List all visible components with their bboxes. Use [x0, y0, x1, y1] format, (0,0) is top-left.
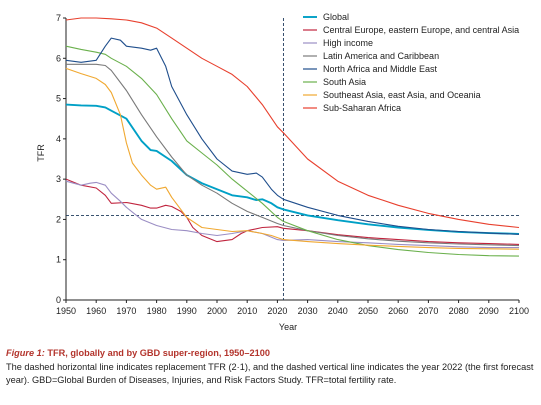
x-tick-label: 2070 [418, 306, 438, 316]
series-line-latin-america-and-caribbean [66, 63, 520, 247]
caption-title-text: TFR, globally and by GBD super-region, 1… [44, 348, 270, 358]
series-line-south-asia [65, 45, 520, 257]
legend-entry: Southeast Asia, east Asia, and Oceania [323, 90, 481, 100]
legend-entry: Central Europe, eastern Europe, and cent… [323, 25, 519, 35]
x-axis-label: Year [279, 322, 297, 332]
x-tick-label: 1960 [86, 306, 106, 316]
y-tick-label: 4 [56, 134, 61, 144]
y-tick-label: 6 [56, 53, 61, 63]
y-tick-label: 3 [56, 174, 61, 184]
y-tick-label: 5 [56, 94, 61, 104]
x-tick-label: 2080 [449, 306, 469, 316]
x-tick-label: 1990 [177, 306, 197, 316]
x-tick-label: 1950 [56, 306, 76, 316]
x-tick-label: 2100 [509, 306, 529, 316]
reference-lines [66, 18, 519, 300]
legend-entry: Global [323, 12, 349, 22]
caption-title: Figure 1: TFR, globally and by GBD super… [6, 348, 270, 358]
series-lines [65, 17, 520, 257]
x-axis: 1950 1960 1970 1980 1990 2000 2010 2020 2030 2040… [56, 300, 529, 316]
tfr-line-chart: 1950 1960 1970 1980 1990 2000 2010 2020 2030 2040… [36, 12, 529, 332]
series-line-high-income [65, 180, 519, 249]
x-tick-label: 2040 [328, 306, 348, 316]
series-line-global [65, 103, 520, 235]
series-line-sub-saharan-africa [65, 17, 520, 229]
y-axis: 0 1 2 3 4 5 6 7 [56, 13, 66, 305]
legend-entry: South Asia [323, 77, 366, 87]
x-tick-label: 2020 [267, 306, 287, 316]
legend: Global Central Europe, eastern Europe, an… [303, 12, 519, 113]
series-line-central-europe-eastern-europe-and-central-asia [65, 178, 520, 245]
y-tick-label: 2 [56, 214, 61, 224]
y-tick-label: 7 [56, 13, 61, 23]
x-tick-label: 1970 [116, 306, 136, 316]
y-tick-label: 0 [56, 295, 61, 305]
caption-label: Figure 1: [6, 348, 45, 358]
x-tick-label: 2050 [358, 306, 378, 316]
y-axis-label: TFR [36, 144, 46, 162]
series-line-southeast-asia-east-asia-and-oceania [65, 67, 520, 250]
x-tick-label: 2060 [388, 306, 408, 316]
x-tick-label: 2030 [298, 306, 318, 316]
x-tick-label: 2010 [237, 306, 257, 316]
legend-entry: High income [323, 38, 373, 48]
x-tick-label: 2090 [479, 306, 499, 316]
figure-caption: Figure 1: TFR, globally and by GBD super… [6, 347, 536, 388]
plot-area [65, 18, 519, 301]
x-tick-label: 2000 [207, 306, 227, 316]
y-tick-label: 1 [56, 255, 61, 265]
series-line-north-africa-and-middle-east [65, 37, 520, 235]
legend-entry: Latin America and Caribbean [323, 51, 439, 61]
legend-entry: North Africa and Middle East [323, 64, 438, 74]
legend-entry: Sub-Saharan Africa [323, 103, 401, 113]
x-tick-label: 1980 [147, 306, 167, 316]
caption-body: The dashed horizontal line indicates rep… [6, 361, 534, 386]
